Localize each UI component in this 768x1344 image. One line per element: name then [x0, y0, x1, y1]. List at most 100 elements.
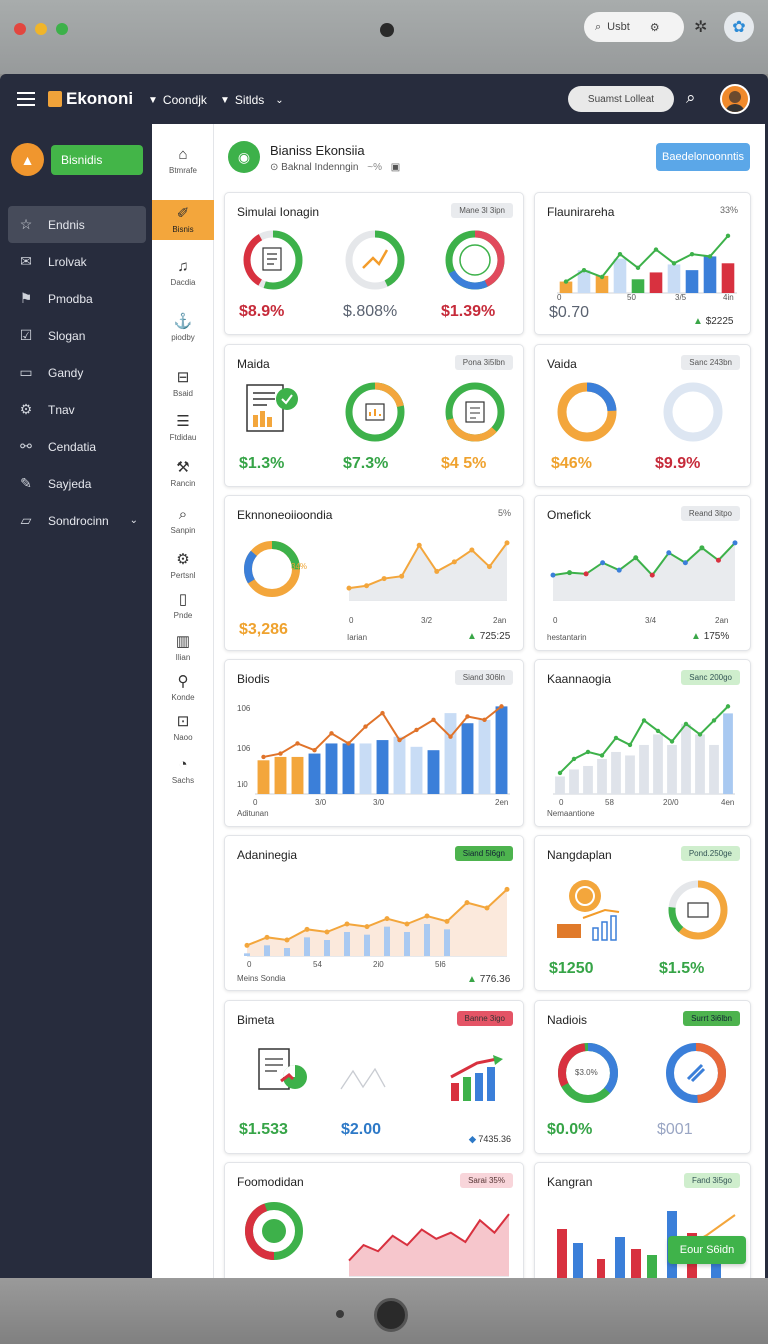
rail-item-12[interactable]: ⊡ Naoo	[152, 708, 214, 748]
donut-label: 34%	[291, 562, 308, 571]
delta-value: 175%	[703, 631, 730, 642]
card-kaannaogia[interactable]: Kaannaogia Sanc 200go 0 58 20/0 4en Nema…	[534, 659, 751, 827]
bar	[244, 953, 250, 956]
home-icon: ⌂	[178, 146, 188, 163]
card-eknnoneo[interactable]: Eknnoneoiioondia 5% 34% 0 3/2 2an $3,286…	[224, 495, 524, 651]
card-flaunirareha[interactable]: Flaunirareha 33% 0 50 3/5 4in $0.70 ▲ $2…	[534, 192, 751, 335]
point	[324, 929, 330, 935]
search-icon: ⌕	[595, 20, 602, 33]
card-foomodidan[interactable]: Foomodidan Sarai 35%	[224, 1162, 524, 1278]
bar	[308, 753, 321, 794]
header-action-button[interactable]: Baedelonoonntis	[656, 143, 750, 171]
puzzle-icon[interactable]: ✲	[694, 19, 708, 36]
point	[550, 572, 556, 578]
image-icon[interactable]: ▣	[390, 162, 401, 173]
rail-item-10[interactable]: ▥ Ilian	[152, 628, 214, 668]
point	[364, 924, 370, 930]
card-nangdaplan[interactable]: Nangdaplan Pond.250ge	[534, 835, 751, 991]
hamburger-menu-icon[interactable]	[17, 92, 35, 106]
floating-action-button[interactable]: Eour S6idn	[668, 1236, 746, 1264]
rail-item-13[interactable]: ◔ Sachs	[152, 752, 214, 792]
nav-menu-2[interactable]: ▼ Sitlds ⌄	[220, 93, 284, 107]
bar	[393, 736, 406, 794]
window-controls[interactable]	[14, 23, 68, 35]
rail-item-1[interactable]: ✐ Bisnis	[152, 200, 214, 240]
bar	[384, 926, 390, 956]
bar	[410, 746, 423, 794]
bar	[709, 744, 719, 794]
card-simulai[interactable]: Simulai Ionagin Mane 3l 3ipn	[224, 192, 524, 335]
sidebar-item-label: Cendatia	[48, 439, 97, 454]
sidebar-item-6[interactable]: ⚯ Cendatia	[8, 428, 146, 465]
card-title: Maida	[237, 357, 270, 371]
bar	[597, 758, 607, 794]
settings-icon[interactable]: ✿	[724, 12, 754, 42]
rail-item-4[interactable]: ⊟ Bsaid	[152, 364, 214, 404]
bar-line-chart	[557, 233, 737, 294]
bar	[647, 1255, 657, 1278]
axis-label: Nemaantione	[547, 809, 595, 818]
rail-item-8[interactable]: ⚙ Pertsnl	[152, 546, 214, 586]
nav-menu-1[interactable]: ▼ Coondjk	[148, 93, 207, 107]
sidebar-cta-button[interactable]: Bisnidis	[51, 144, 143, 175]
rail-item-11[interactable]: ⚲ Konde	[152, 668, 214, 708]
donut-label: $3.0%	[575, 1068, 598, 1077]
card-nadiois[interactable]: Nadiois Surrt 3i6lbn $3.0% $0.0%	[534, 1000, 751, 1154]
card-title: Foomodidan	[237, 1175, 304, 1189]
maximize-icon[interactable]	[56, 23, 68, 35]
sidebar-item-4[interactable]: ▭ Gandy	[8, 354, 146, 391]
rail-item-0[interactable]: ⌂ Btmrafe	[152, 142, 214, 182]
rail-item-9[interactable]: ▯ Pnde	[152, 586, 214, 626]
sidebar-item-2[interactable]: ⚑ Pmodba	[8, 280, 146, 317]
card-omefick[interactable]: Omefick Reand 3itpo 0 3/4 2an hestantari…	[534, 495, 751, 651]
avatar[interactable]	[720, 84, 750, 114]
minimize-icon[interactable]	[35, 23, 47, 35]
donut-center	[459, 244, 491, 276]
tick-label: 0	[349, 616, 354, 625]
point	[469, 547, 475, 553]
delta-value: 7435.36	[478, 1134, 511, 1144]
card-bimeta[interactable]: Bimeta Banne 3igo	[224, 1000, 524, 1154]
tick-label: 3/0	[373, 798, 385, 807]
donut-chart	[245, 1202, 303, 1260]
os-search-input[interactable]: ⌕ Usbt ⚙	[584, 12, 684, 42]
sidebar-item-8[interactable]: ▱ Sondrocinn ⌄	[8, 502, 146, 539]
rail-item-label: Ftdidau	[169, 433, 197, 442]
inbox-icon: ▭	[19, 364, 33, 380]
rail-item-2[interactable]: ♫ Dacdia	[152, 254, 214, 294]
bar	[461, 723, 474, 794]
app-search-input[interactable]: Suamst Lolleat	[568, 86, 674, 112]
point	[649, 572, 655, 578]
card-vaida[interactable]: Vaida Sanc 243bn $46% $9.9%	[534, 344, 751, 487]
rail-item-5[interactable]: ☰ Ftdidau	[152, 408, 214, 448]
mail-icon: ✉	[20, 253, 32, 269]
bar	[569, 769, 579, 794]
sidebar-item-5[interactable]: ⚙ Tnav	[8, 391, 146, 428]
rail-item-6[interactable]: ⚒ Rancin	[152, 454, 214, 494]
close-icon[interactable]	[14, 23, 26, 35]
card-adaninegia[interactable]: Adaninegia Siand 5l6gn 0 54 2i0 5l6 Mein…	[224, 835, 524, 991]
search-icon[interactable]: ⌕	[686, 88, 696, 107]
series-line	[552, 542, 736, 577]
app-logo[interactable]: Ekononi	[48, 89, 133, 109]
caret-down-icon: ▼	[220, 94, 230, 106]
bar	[291, 756, 304, 794]
gear-icon[interactable]: ⚙	[649, 21, 660, 34]
bar	[583, 765, 593, 794]
sidebar-item-0[interactable]: ☆ Endnis	[8, 206, 146, 243]
card-badge: Surrt 3i6lbn	[683, 1011, 740, 1026]
rail-item-3[interactable]: ⚓ piodby	[152, 308, 214, 348]
tick-label: 0	[253, 798, 258, 807]
card-biodis[interactable]: Biodis Siand 306ln 106 106 1i0 0 3/0 3/0…	[224, 659, 524, 827]
rail-item-7[interactable]: ⌕ Sanpin	[152, 502, 214, 542]
home-button[interactable]	[374, 1298, 408, 1332]
donut-group	[557, 382, 723, 442]
card-badge: Mane 3l 3ipn	[451, 203, 513, 218]
sidebar-item-7[interactable]: ✎ Sayjeda	[8, 465, 146, 502]
sidebar-item-3[interactable]: ☑ Slogan	[8, 317, 146, 354]
card-maida[interactable]: Maida Pona 3i5lbn	[224, 344, 524, 487]
bar	[557, 1229, 567, 1278]
point	[499, 704, 504, 709]
sidebar-item-1[interactable]: ✉ Lrolvak	[8, 243, 146, 280]
point	[697, 732, 703, 737]
